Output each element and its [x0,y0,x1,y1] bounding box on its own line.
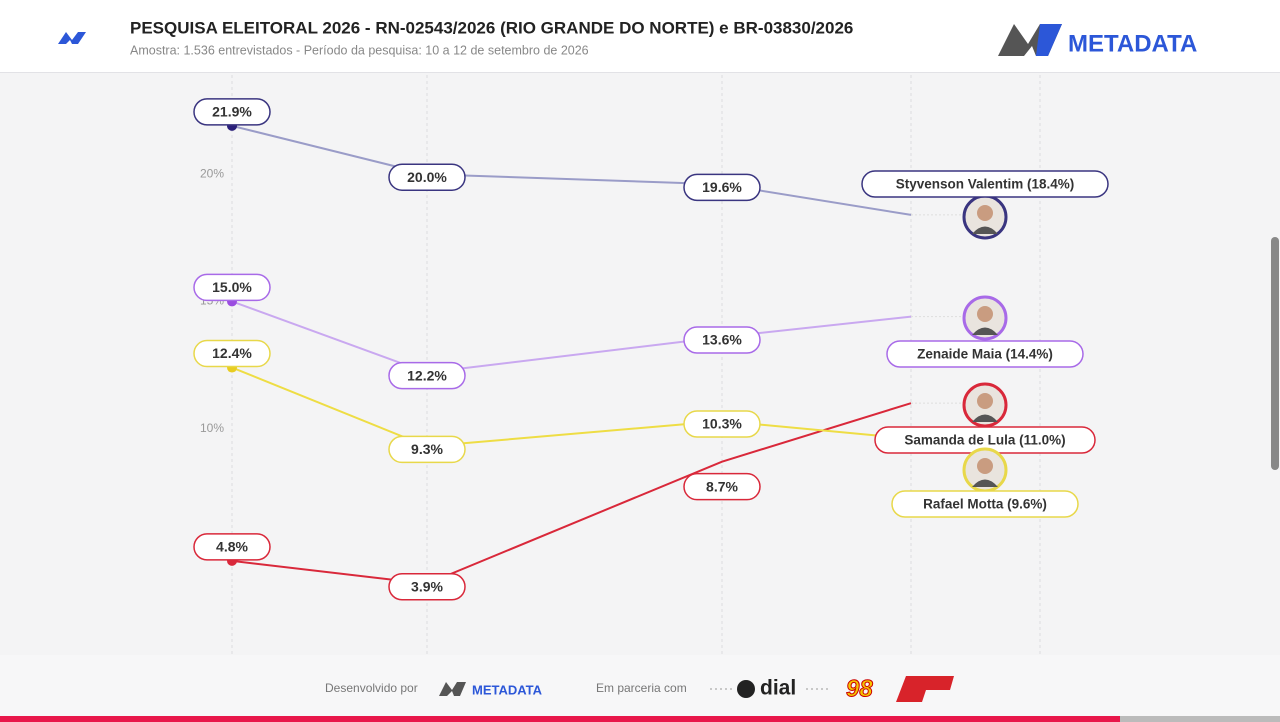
progress-track [1120,716,1280,722]
partner-icon [737,680,755,698]
value-label: 4.8% [216,539,248,555]
value-label-box [388,361,466,390]
value-label-box [683,410,761,438]
avatar-head [977,205,993,221]
header-title: PESQUISA ELEITORAL 2026 - RN-02543/2026 … [130,18,853,37]
series-line [231,300,912,374]
value-label: 3.9% [411,578,443,594]
value-label: 12.2% [407,367,447,383]
value-label-box [193,273,271,302]
avatar-body [972,226,998,234]
avatar-body [972,327,998,335]
value-label: 21.9% [212,104,252,120]
footer-bar [0,655,1280,716]
brand-icon-accent [1036,24,1062,56]
logo-icon [58,32,86,44]
footer-brand: METADATA [472,682,543,697]
value-label: 8.7% [706,478,738,494]
partner-name: dial [760,677,796,700]
progress-bar [0,716,1120,722]
value-label-box [683,326,761,354]
footer-text: Desenvolvido por [325,681,418,695]
y-tick-label: 20% [200,166,224,180]
partner-name: 98 [846,675,873,702]
value-label: 12.4% [212,345,252,361]
legend-box [886,340,1084,368]
header-bar [0,0,1280,72]
value-label: 13.6% [702,332,742,348]
series-line [231,366,912,448]
avatar-head [977,393,993,409]
legend-label: Styvenson Valentim (18.4%) [896,177,1075,192]
footer-logo-icon [439,682,466,696]
header-border [0,72,1280,73]
series-line [231,402,912,585]
value-label-box [683,173,761,202]
value-label: 10.3% [702,416,742,432]
value-label: 15.0% [212,279,252,295]
avatar-head [977,458,993,474]
legend-box [891,490,1079,518]
value-label: 19.6% [702,179,742,195]
footer-text: Em parceria com [596,681,687,695]
brand-name: METADATA [1068,30,1197,57]
y-tick-label: 10% [200,421,224,435]
legend-box [861,170,1109,198]
legend-label: Rafael Motta (9.6%) [923,497,1047,512]
legend-label: Zenaide Maia (14.4%) [917,347,1053,362]
header-subtitle: Amostra: 1.536 entrevistados - Período d… [130,43,589,57]
series-line [231,124,912,216]
value-label-box [683,472,761,501]
value-label-box [193,98,271,126]
value-label-box [193,533,271,561]
value-label-box [388,435,466,464]
avatar-body [972,414,998,422]
partner-logo [896,676,954,702]
value-label-box [388,573,466,601]
value-label: 20.0% [407,169,447,185]
value-label-box [388,163,466,191]
avatar-body [972,479,998,487]
value-label-box [193,339,271,368]
legend-label: Samanda de Lula (11.0%) [904,433,1065,448]
scrollbar [1271,237,1279,470]
value-label: 9.3% [411,441,443,457]
avatar-head [977,306,993,322]
